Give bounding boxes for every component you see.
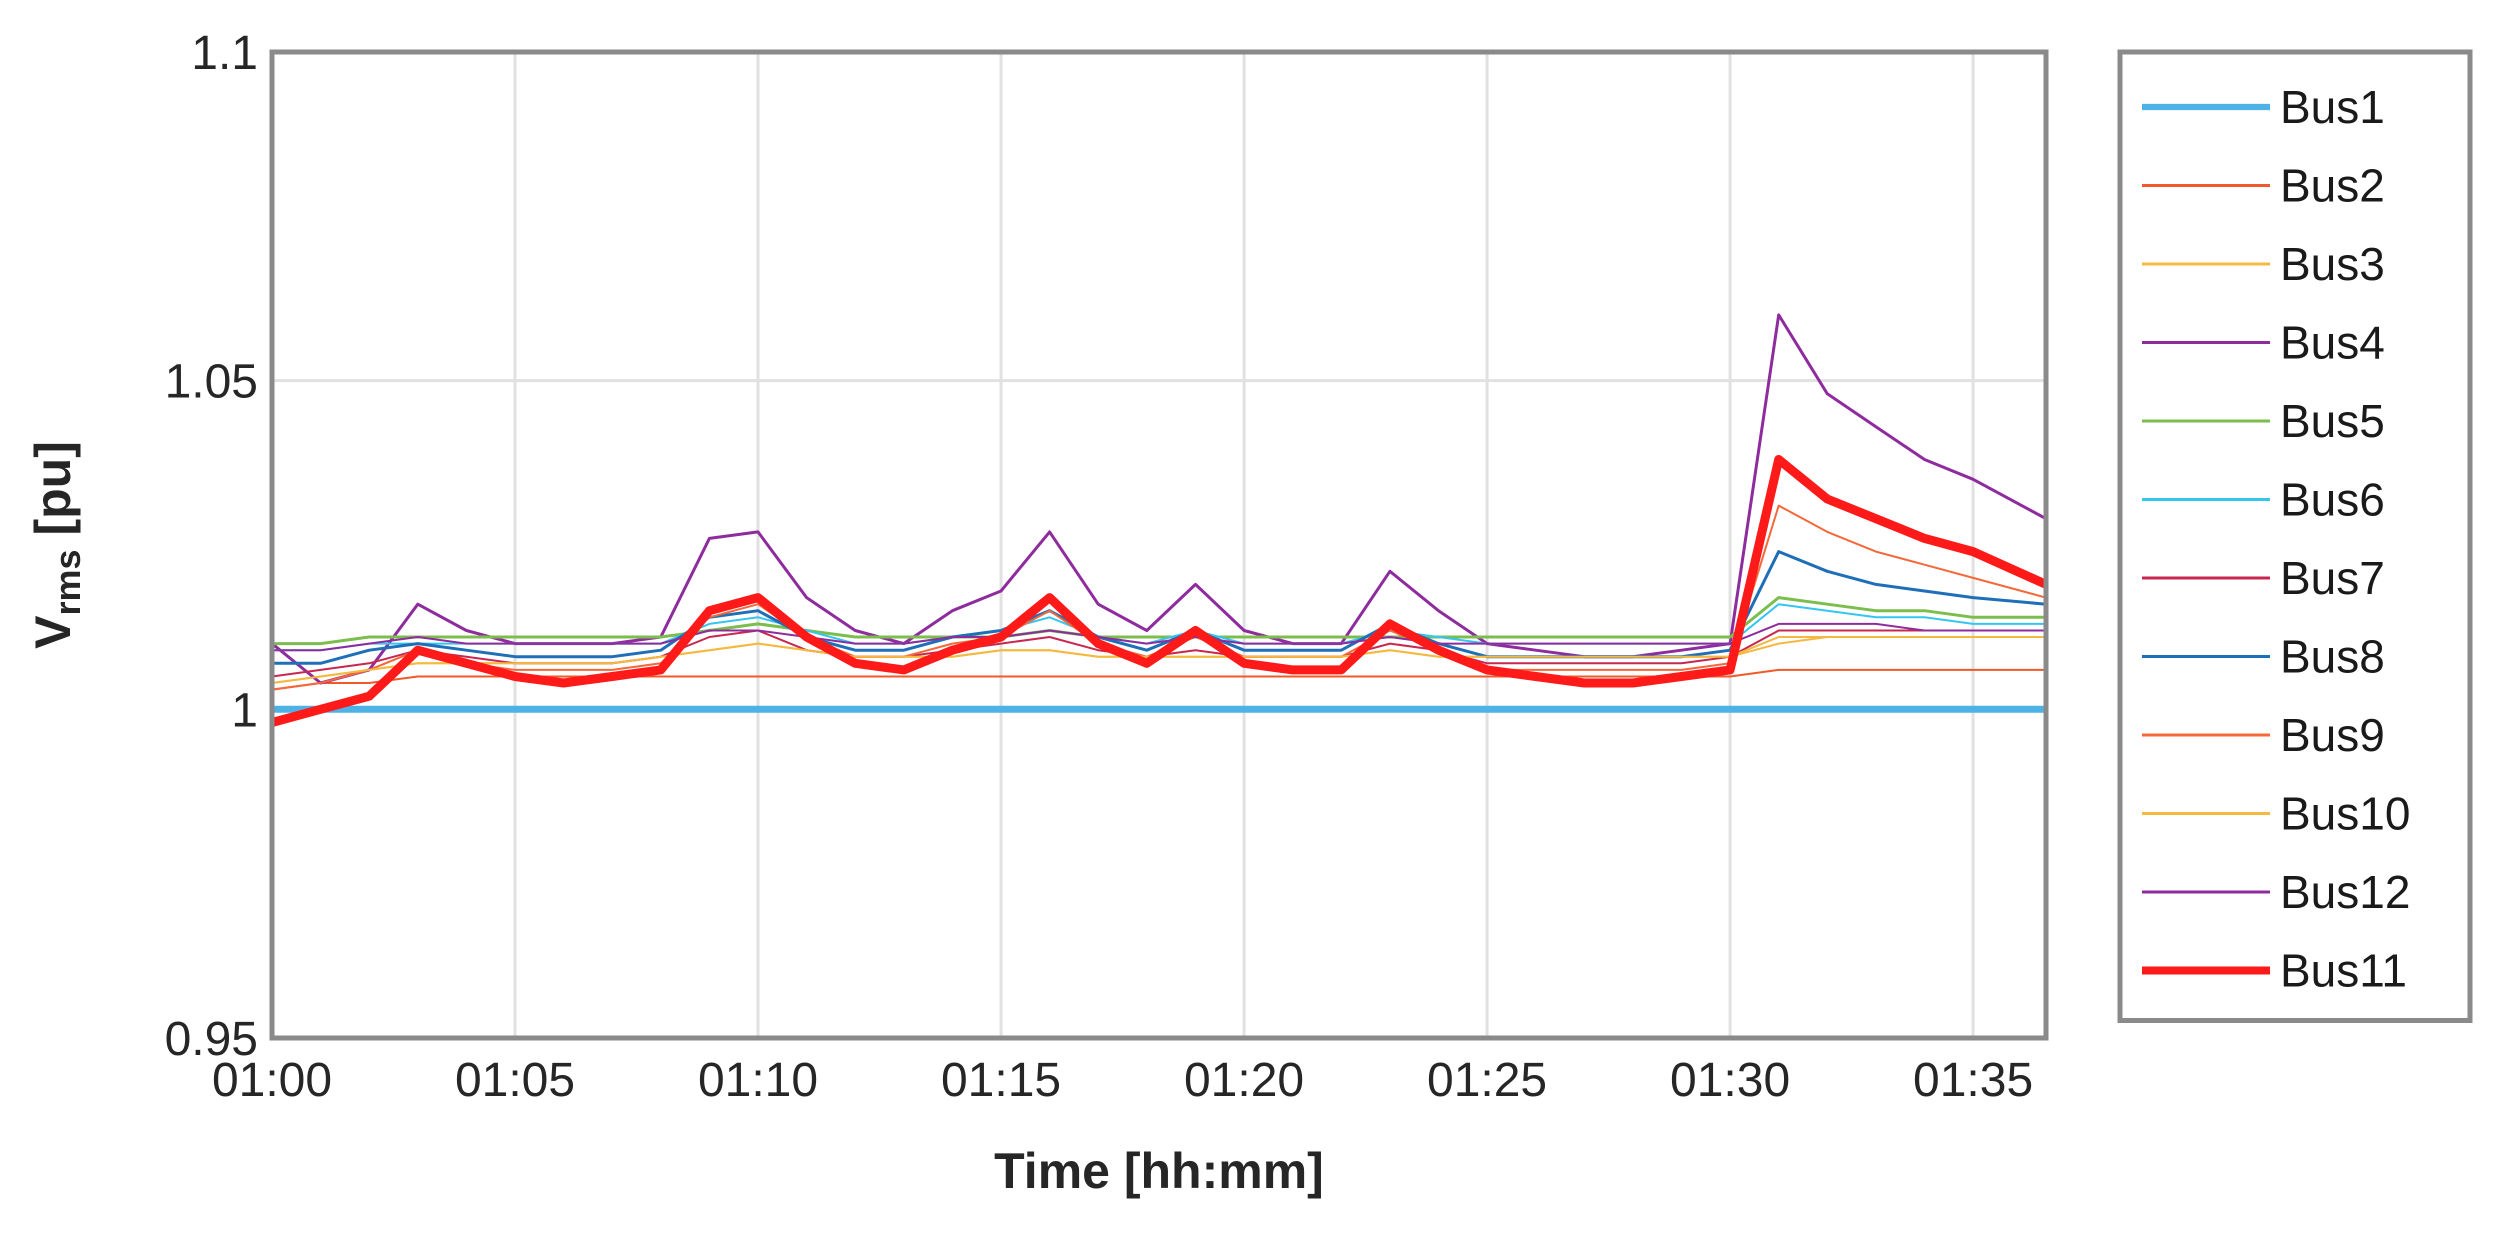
series-line-bus11 (272, 455, 2046, 727)
legend-label-bus2: Bus2 (2280, 160, 2385, 212)
y-tick-labels: 0.95 1 1.05 1.1 (165, 27, 258, 1066)
legend-label-bus3: Bus3 (2280, 238, 2385, 290)
legend-label-bus7: Bus7 (2280, 552, 2385, 604)
x-axis-label: Time [hh:mm] (994, 1143, 1324, 1199)
series-line-bus5 (272, 596, 2046, 646)
legend-label-bus4: Bus4 (2280, 317, 2385, 369)
x-tick-label: 01:10 (698, 1054, 818, 1107)
legend: Bus1 Bus2 Bus3 Bus4 Bus5 Bus6 Bus7 Bus8 Bus9 Bus1… (2117, 49, 2473, 1023)
legend-label-bus11: Bus11 (2280, 945, 2407, 997)
legend-label-bus12: Bus12 (2280, 866, 2410, 918)
legend-box (2117, 49, 2473, 1023)
x-tick-label: 01:00 (212, 1054, 332, 1107)
legend-label-bus9: Bus9 (2280, 709, 2385, 761)
y-axis-label-unit: [pu] (25, 441, 81, 549)
legend-label-bus5: Bus5 (2280, 395, 2385, 447)
series-line-bus2 (272, 668, 2046, 691)
x-tick-label: 01:25 (1427, 1054, 1547, 1107)
y-tick-label: 1 (231, 684, 258, 737)
x-tick-label: 01:35 (1913, 1054, 2033, 1107)
y-axis-label-main: V (25, 615, 81, 649)
y-tick-label: 0.95 (165, 1013, 258, 1066)
legend-label-bus10: Bus10 (2280, 788, 2410, 840)
legend-label-bus8: Bus8 (2280, 631, 2385, 683)
y-axis-label: Vrms [pu] (25, 441, 88, 649)
plot-frame (269, 49, 2049, 1041)
x-tick-label: 01:05 (455, 1054, 575, 1107)
legend-label-bus1: Bus1 (2280, 81, 2385, 133)
x-tick-label: 01:15 (941, 1054, 1061, 1107)
y-tick-label: 1.05 (165, 356, 258, 409)
plot-series-group (272, 313, 2046, 727)
y-axis-label-subscript: rms (47, 549, 88, 615)
x-tick-label: 01:20 (1184, 1054, 1304, 1107)
x-tick-label: 01:30 (1670, 1054, 1790, 1107)
y-tick-label: 1.1 (191, 27, 258, 80)
series-line-bus12 (272, 622, 2046, 652)
legend-label-bus6: Bus6 (2280, 474, 2385, 526)
x-tick-labels: 01:00 01:05 01:10 01:15 01:20 01:25 01:30 01:35 (212, 1054, 2033, 1107)
